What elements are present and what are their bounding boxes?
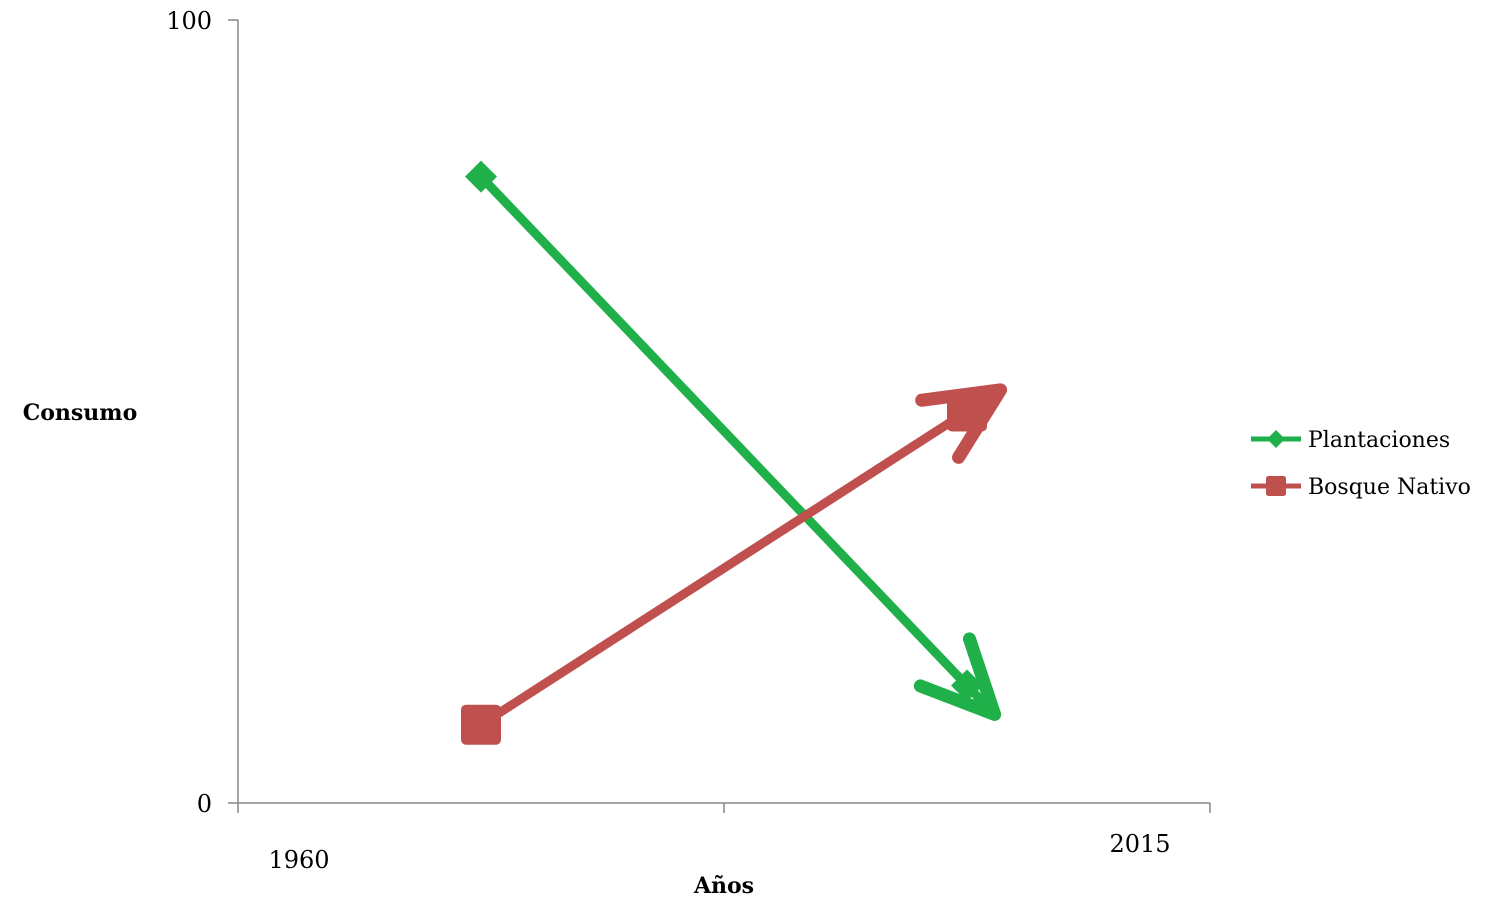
plot-area: 100 0 1960 2015 Consumo Años — [23, 7, 1211, 899]
legend-label-plantaciones: Plantaciones — [1308, 428, 1450, 453]
legend-marker-bosque-nativo — [1266, 476, 1286, 496]
x-edge-label-end: 2015 — [1109, 830, 1170, 858]
legend-label-bosque-nativo: Bosque Nativo — [1308, 475, 1471, 500]
y-tick-label-max: 100 — [166, 7, 212, 35]
data-point-bosque-nativo-2 — [947, 391, 987, 432]
data-point-plantaciones-2 — [951, 669, 983, 702]
y-axis-title: Consumo — [23, 400, 138, 426]
x-axis-title: Años — [693, 873, 754, 899]
series-line-bosque-nativo — [476, 407, 972, 730]
data-point-bosque-nativo-1 — [461, 704, 501, 745]
series-arrowhead-plantaciones — [913, 632, 1002, 721]
legend: Plantaciones Bosque Nativo — [1251, 428, 1471, 500]
legend-item-bosque-nativo: Bosque Nativo — [1251, 475, 1471, 500]
legend-marker-plantaciones — [1267, 430, 1285, 448]
data-point-plantaciones-1 — [465, 160, 497, 193]
x-edge-label-start: 1960 — [268, 846, 329, 874]
series-layer — [461, 160, 1008, 745]
legend-item-plantaciones: Plantaciones — [1251, 428, 1450, 453]
series-line-plantaciones — [476, 172, 972, 691]
y-tick-label-min: 0 — [197, 790, 212, 818]
